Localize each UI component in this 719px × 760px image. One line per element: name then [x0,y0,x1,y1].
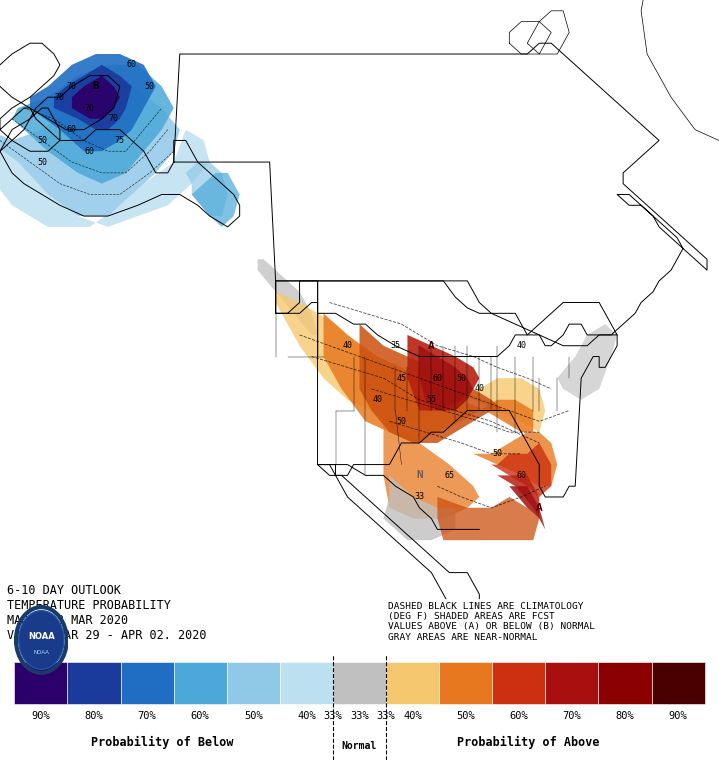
Text: 50: 50 [37,136,47,145]
Text: 6-10 DAY OUTLOOK
TEMPERATURE PROBABILITY
MADE  23 MAR 2020
VALID  MAR 29 - APR 0: 6-10 DAY OUTLOOK TEMPERATURE PROBABILITY… [7,584,206,641]
Text: 80%: 80% [615,711,634,720]
Polygon shape [557,324,617,400]
Polygon shape [419,346,473,410]
Text: 33%: 33% [324,711,342,720]
Polygon shape [54,65,132,130]
Polygon shape [275,292,545,432]
Text: 55: 55 [426,395,436,404]
Bar [439,662,493,704]
Text: 60: 60 [85,147,95,156]
Polygon shape [408,335,480,410]
Text: A: A [536,503,543,513]
Text: B: B [93,81,99,91]
Text: Probability of Above: Probability of Above [457,736,600,749]
Polygon shape [324,313,533,443]
Text: 50: 50 [493,449,503,458]
Text: 40: 40 [475,385,485,394]
Polygon shape [383,410,480,518]
Text: 40: 40 [342,341,352,350]
Text: 60: 60 [516,471,526,480]
Text: 60%: 60% [191,711,210,720]
Bar [651,662,705,704]
Text: 70%: 70% [138,711,157,720]
Text: 90%: 90% [32,711,50,720]
Text: 40%: 40% [403,711,422,720]
Text: 35: 35 [390,341,400,350]
Text: NOAA: NOAA [28,632,55,641]
Bar [493,662,545,704]
Polygon shape [509,486,545,530]
Bar [280,662,333,704]
Polygon shape [437,497,539,540]
Text: 70: 70 [85,103,95,112]
Text: 80%: 80% [85,711,104,720]
Text: 90%: 90% [669,711,687,720]
Polygon shape [473,432,557,486]
Text: 33%: 33% [377,711,395,720]
Text: 60: 60 [127,60,137,69]
Text: 40: 40 [516,341,526,350]
Text: NOAA: NOAA [33,650,50,655]
Text: 75: 75 [115,136,125,145]
Text: Normal: Normal [342,741,377,751]
Polygon shape [383,475,455,540]
Polygon shape [257,259,318,335]
Bar [121,662,174,704]
Polygon shape [30,54,156,151]
Text: 60: 60 [67,125,77,135]
Polygon shape [186,162,228,216]
Polygon shape [0,87,180,216]
Text: 70: 70 [67,82,77,91]
Bar [386,662,439,704]
Polygon shape [360,324,509,443]
Text: Probability of Below: Probability of Below [91,736,233,749]
Bar [598,662,651,704]
Polygon shape [498,475,539,518]
Text: 50%: 50% [457,711,475,720]
Bar [226,662,280,704]
Text: A: A [428,340,435,350]
Text: 50: 50 [145,82,155,91]
Text: 50: 50 [37,157,47,166]
Text: 40: 40 [372,395,383,404]
Polygon shape [12,65,174,184]
Bar [545,662,598,704]
Text: DASHED BLACK LINES ARE CLIMATOLOGY
(DEG F) SHADED AREAS ARE FCST
VALUES ABOVE (A: DASHED BLACK LINES ARE CLIMATOLOGY (DEG … [388,602,595,641]
Polygon shape [72,76,120,119]
Text: 50%: 50% [244,711,262,720]
Text: 70: 70 [55,93,65,102]
Polygon shape [0,130,210,227]
Text: 45: 45 [396,374,406,382]
Polygon shape [192,173,239,227]
Text: 70%: 70% [562,711,581,720]
Text: N: N [416,470,423,480]
Text: 33: 33 [414,492,424,502]
Text: 50: 50 [396,416,406,426]
Text: 65: 65 [444,471,454,480]
Circle shape [19,610,64,670]
Text: 60%: 60% [509,711,528,720]
Text: 70: 70 [109,114,119,123]
Text: 50: 50 [457,374,467,382]
Bar [14,662,68,704]
Text: 60: 60 [432,374,442,382]
Bar [174,662,226,704]
Text: 33%: 33% [350,711,369,720]
Polygon shape [491,443,551,497]
Text: 40%: 40% [297,711,316,720]
Bar [68,662,121,704]
Bar [333,662,386,704]
